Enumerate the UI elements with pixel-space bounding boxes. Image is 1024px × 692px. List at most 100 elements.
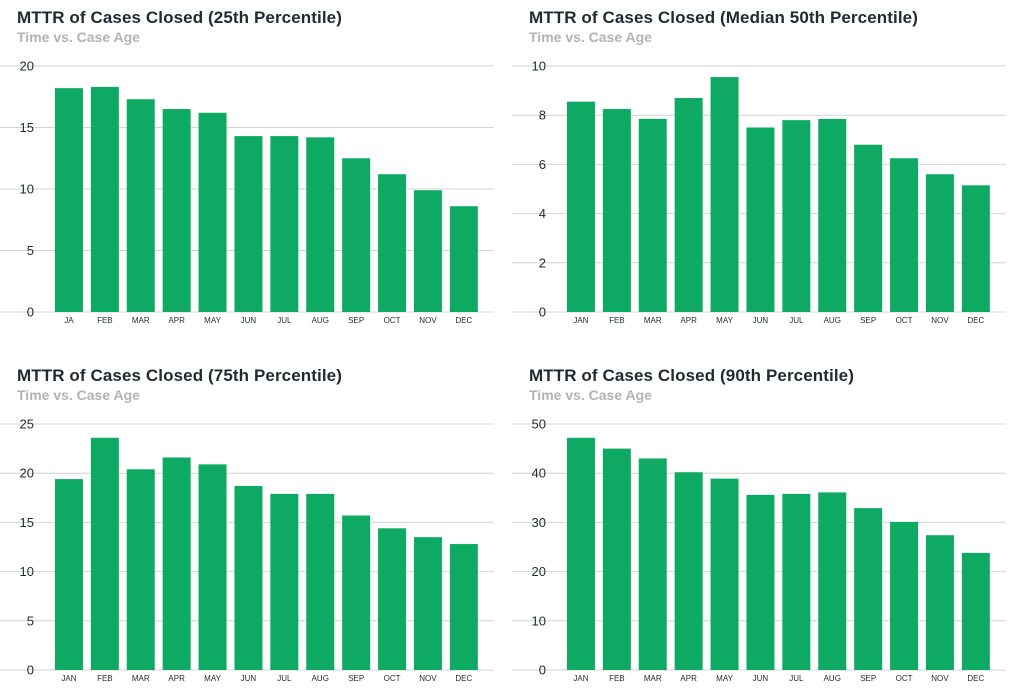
chart-subtitle: Time vs. Case Age — [17, 29, 140, 45]
x-tick-label: APR — [168, 674, 185, 683]
y-tick-label: 5 — [27, 243, 34, 258]
bar-jan — [566, 101, 595, 312]
x-tick-label: AUG — [312, 674, 329, 683]
bar-apr — [162, 457, 191, 670]
y-tick-label: 0 — [27, 663, 34, 678]
x-tick-label: MAR — [132, 316, 150, 325]
y-tick-label: 10 — [20, 182, 34, 197]
bar-dec — [961, 552, 990, 670]
x-tick-label: MAR — [644, 674, 662, 683]
x-tick-label: JUN — [753, 316, 769, 325]
bar-may — [198, 112, 227, 313]
bar-nov — [925, 535, 954, 670]
bar-oct — [890, 158, 919, 312]
bar-dec — [961, 185, 990, 312]
bar-chart-90th-percentile: 0 10 20 30 40 50 JAN FEB MAR APR MAY JUN JUL AUG SEP OC… — [512, 417, 1006, 683]
x-tick-label: JUL — [789, 316, 804, 325]
bar-jun — [746, 494, 775, 670]
x-tick-label: AUG — [312, 316, 329, 325]
x-tick-label: OCT — [896, 674, 913, 683]
bar-jul — [270, 136, 299, 312]
y-tick-label: 0 — [27, 305, 34, 320]
x-tick-label: DEC — [455, 316, 472, 325]
x-tick-label: DEC — [455, 674, 472, 683]
bar-may — [198, 464, 227, 670]
bar-jan — [54, 479, 83, 670]
x-tick-label: SEP — [860, 674, 876, 683]
x-tick-label: DEC — [967, 316, 984, 325]
chart-title: MTTR of Cases Closed (25th Percentile) — [17, 8, 342, 27]
bar-feb — [602, 109, 631, 312]
x-tick-label: OCT — [384, 316, 401, 325]
bar-sep — [342, 515, 371, 670]
x-tick-label: MAR — [644, 316, 662, 325]
chart-subtitle: Time vs. Case Age — [529, 387, 652, 403]
bar-mar — [638, 118, 667, 312]
x-tick-label: JAN — [573, 674, 588, 683]
x-tick-label: NOV — [419, 674, 437, 683]
chart-subtitle: Time vs. Case Age — [17, 387, 140, 403]
x-tick-label: SEP — [860, 316, 876, 325]
x-tick-label: AUG — [824, 674, 841, 683]
bar-sep — [854, 144, 883, 312]
bar-chart-25th-percentile: 0 5 10 15 20 JA FEB MAR APR MAY JUN JUL AUG SEP OCT NOV… — [0, 59, 494, 325]
bar-mar — [126, 99, 155, 313]
x-tick-label: MAR — [132, 674, 150, 683]
chart-title: MTTR of Cases Closed (Median 50th Percen… — [529, 8, 918, 27]
bar-apr — [162, 109, 191, 312]
y-tick-label: 20 — [20, 466, 34, 481]
x-tick-label: OCT — [896, 316, 913, 325]
y-tick-label: 6 — [539, 157, 546, 172]
x-tick-label: JUL — [789, 674, 804, 683]
y-tick-label: 0 — [539, 305, 546, 320]
y-tick-label: 4 — [539, 206, 546, 221]
y-tick-label: 30 — [532, 515, 546, 530]
bar-feb — [602, 448, 631, 670]
bar-sep — [854, 508, 883, 670]
x-tick-label: APR — [680, 316, 697, 325]
bar-dec — [449, 544, 478, 670]
bar-ja — [54, 88, 83, 312]
bar-jan — [566, 437, 595, 670]
bar-aug — [818, 118, 847, 312]
x-tick-label: MAY — [204, 316, 221, 325]
x-tick-label: APR — [680, 674, 697, 683]
bar-feb — [90, 437, 119, 670]
bar-jun — [746, 127, 775, 312]
bar-may — [710, 77, 739, 312]
x-tick-label: SEP — [348, 316, 364, 325]
y-tick-label: 10 — [20, 564, 34, 579]
y-tick-label: 5 — [27, 613, 34, 628]
x-tick-label: JUN — [241, 316, 257, 325]
x-tick-label: MAY — [204, 674, 221, 683]
x-tick-label: JUL — [277, 316, 292, 325]
chart-title: MTTR of Cases Closed (90th Percentile) — [529, 366, 854, 385]
x-tick-label: FEB — [97, 316, 113, 325]
bar-mar — [638, 458, 667, 670]
bar-jul — [782, 493, 811, 670]
x-tick-label: JA — [64, 316, 74, 325]
bar-jul — [270, 493, 299, 670]
bar-dec — [449, 206, 478, 312]
x-tick-label: FEB — [609, 674, 625, 683]
x-tick-label: NOV — [931, 674, 949, 683]
bar-apr — [674, 97, 703, 312]
y-tick-label: 20 — [532, 564, 546, 579]
bar-jun — [234, 485, 263, 670]
bar-oct — [890, 521, 919, 670]
y-tick-label: 2 — [539, 255, 546, 270]
x-tick-label: DEC — [967, 674, 984, 683]
x-tick-label: JAN — [573, 316, 588, 325]
x-tick-label: JAN — [61, 674, 76, 683]
x-tick-label: MAY — [716, 316, 733, 325]
bar-aug — [306, 137, 335, 312]
bar-feb — [90, 86, 119, 312]
bar-oct — [378, 528, 407, 670]
bar-mar — [126, 469, 155, 670]
bar-oct — [378, 174, 407, 312]
x-tick-label: FEB — [97, 674, 113, 683]
y-tick-label: 20 — [20, 59, 34, 74]
bar-aug — [306, 493, 335, 670]
chart-subtitle: Time vs. Case Age — [529, 29, 652, 45]
x-tick-label: OCT — [384, 674, 401, 683]
